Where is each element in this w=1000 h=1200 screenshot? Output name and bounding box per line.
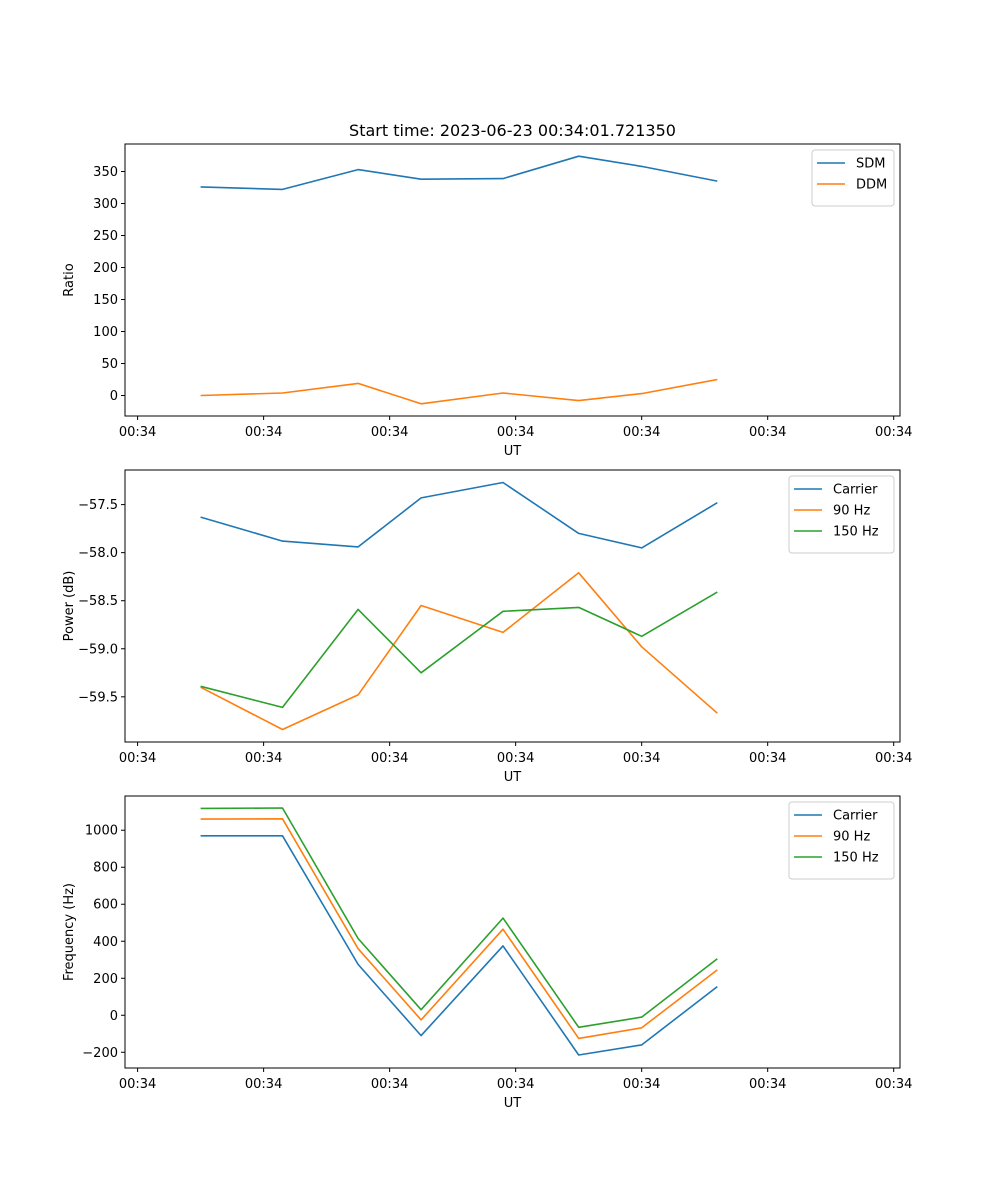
y-tick-label: −58.5 (78, 594, 118, 609)
legend: Carrier 90 Hz 150 Hz (788, 801, 895, 880)
y-tick-label: 0 (110, 1009, 118, 1024)
subplot-3: 00:3400:3400:3400:3400:3400:3400:3400:35… (62, 795, 912, 1111)
legend: SDM DDM (811, 149, 895, 207)
x-tick-label: 00:34 (245, 1077, 282, 1092)
axes-frame (124, 469, 901, 743)
y-axis-label: Frequency (Hz) (62, 883, 77, 981)
x-axis-label: UT (504, 770, 522, 785)
series-line-carrier (200, 834, 718, 1056)
y-axis-label: Ratio (62, 263, 77, 296)
x-tick-label: 00:34 (497, 751, 534, 766)
legend-box (788, 801, 895, 880)
y-tick-label: 200 (93, 972, 118, 987)
x-tick-label: 00:34 (749, 425, 786, 440)
x-axis-label: UT (504, 444, 522, 459)
y-tick-label: 300 (93, 197, 118, 212)
series-line-150-hz (200, 807, 718, 1029)
x-tick-label: 00:34 (497, 425, 534, 440)
x-tick-label: 00:34 (371, 425, 408, 440)
legend-label: 150 Hz (833, 525, 879, 540)
y-axis-label: Power (dB) (62, 571, 77, 642)
y-tick-label: 0 (110, 389, 118, 404)
x-tick-label: 00:34 (875, 425, 912, 440)
legend-label: 90 Hz (833, 504, 870, 519)
legend-box (811, 149, 895, 207)
y-tick-label: 150 (93, 293, 118, 308)
x-tick-label: 00:34 (623, 1077, 660, 1092)
series-line-150-hz (200, 591, 718, 709)
y-tick-label: 50 (101, 357, 118, 372)
x-tick-label: 00:34 (623, 425, 660, 440)
x-tick-label: 00:34 (623, 751, 660, 766)
y-tick-label: 200 (93, 261, 118, 276)
y-tick-label: 100 (93, 325, 118, 340)
legend-label: DDM (856, 178, 887, 193)
x-tick-label: 00:34 (371, 1077, 408, 1092)
x-tick-label: 00:34 (875, 1077, 912, 1092)
y-tick-label: 400 (93, 935, 118, 950)
figure-title: Start time: 2023-06-23 00:34:01.721350 (349, 121, 676, 140)
x-tick-label: 00:34 (245, 751, 282, 766)
x-tick-label: 00:34 (371, 751, 408, 766)
x-tick-label: 00:34 (875, 751, 912, 766)
legend-label: SDM (856, 157, 885, 172)
y-tick-label: −57.5 (78, 498, 118, 513)
series-line-ddm (200, 378, 718, 405)
y-tick-label: −58.0 (78, 546, 118, 561)
legend-box (788, 475, 895, 554)
legend: Carrier 90 Hz 150 Hz (788, 475, 895, 554)
y-tick-label: 350 (93, 165, 118, 180)
y-tick-label: 250 (93, 229, 118, 244)
series-line-carrier (200, 481, 718, 549)
x-axis-label: UT (504, 1096, 522, 1111)
series-line-90-hz (200, 571, 718, 731)
legend-label: 90 Hz (833, 830, 870, 845)
x-tick-label: 00:34 (245, 425, 282, 440)
x-tick-label: 00:34 (749, 751, 786, 766)
x-tick-label: 00:34 (119, 751, 156, 766)
axes-frame (124, 795, 901, 1069)
subplot-2: 00:3400:3400:3400:3400:3400:3400:3400:35… (62, 469, 912, 785)
subplot-1: 00:3400:3400:3400:3400:3400:3400:3400:35… (62, 143, 912, 459)
series-line-90-hz (200, 817, 718, 1040)
x-tick-label: 00:34 (497, 1077, 534, 1092)
y-tick-label: −59.0 (78, 642, 118, 657)
x-tick-label: 00:34 (119, 425, 156, 440)
legend-label: 150 Hz (833, 851, 879, 866)
y-tick-label: 800 (93, 861, 118, 876)
y-tick-label: −59.5 (78, 690, 118, 705)
x-tick-label: 00:34 (119, 1077, 156, 1092)
legend-label: Carrier (833, 809, 878, 824)
y-tick-label: 1000 (85, 824, 118, 839)
series-line-sdm (200, 155, 718, 191)
legend-label: Carrier (833, 483, 878, 498)
y-tick-label: −200 (82, 1046, 118, 1061)
x-tick-label: 00:34 (749, 1077, 786, 1092)
axes-frame (124, 143, 901, 417)
y-tick-label: 600 (93, 898, 118, 913)
